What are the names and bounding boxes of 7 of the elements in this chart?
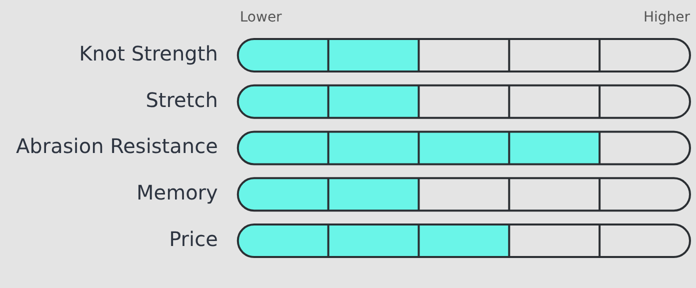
y-tick-label: Knot Strength [79, 41, 218, 66]
y-tick-label: Price [169, 227, 218, 252]
y-tick-label: Memory [136, 180, 218, 205]
text: Lower [240, 10, 282, 26]
text: Higher [643, 10, 690, 26]
y-tick-label: Abrasion Resistance [16, 134, 218, 158]
y-tick-label: Stretch [146, 88, 218, 112]
